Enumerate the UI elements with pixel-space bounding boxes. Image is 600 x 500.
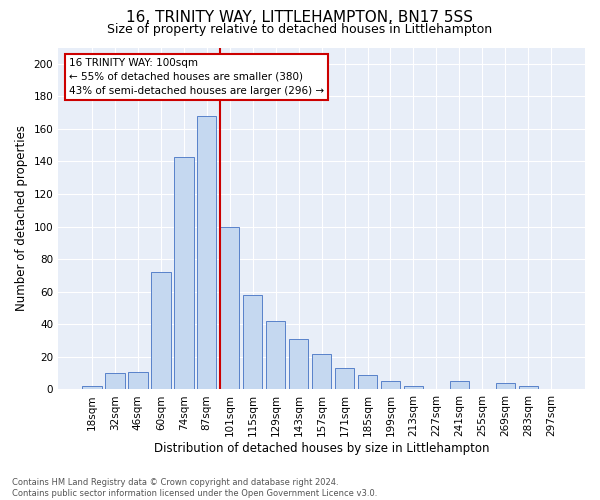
Text: 16, TRINITY WAY, LITTLEHAMPTON, BN17 5SS: 16, TRINITY WAY, LITTLEHAMPTON, BN17 5SS: [127, 10, 473, 25]
Bar: [266, 321, 286, 390]
Bar: [220, 226, 239, 390]
Text: Contains HM Land Registry data © Crown copyright and database right 2024.
Contai: Contains HM Land Registry data © Crown c…: [12, 478, 377, 498]
Bar: [404, 386, 423, 390]
Bar: [358, 375, 377, 390]
Y-axis label: Number of detached properties: Number of detached properties: [15, 126, 28, 312]
Bar: [381, 382, 400, 390]
Bar: [243, 295, 262, 390]
Bar: [151, 272, 170, 390]
Bar: [197, 116, 217, 390]
Bar: [128, 372, 148, 390]
Bar: [312, 354, 331, 390]
Bar: [105, 373, 125, 390]
Bar: [335, 368, 355, 390]
Bar: [518, 386, 538, 390]
Text: 16 TRINITY WAY: 100sqm
← 55% of detached houses are smaller (380)
43% of semi-de: 16 TRINITY WAY: 100sqm ← 55% of detached…: [69, 58, 324, 96]
Bar: [82, 386, 101, 390]
Text: Size of property relative to detached houses in Littlehampton: Size of property relative to detached ho…: [107, 22, 493, 36]
X-axis label: Distribution of detached houses by size in Littlehampton: Distribution of detached houses by size …: [154, 442, 490, 455]
Bar: [289, 339, 308, 390]
Bar: [174, 156, 194, 390]
Bar: [496, 383, 515, 390]
Bar: [449, 382, 469, 390]
